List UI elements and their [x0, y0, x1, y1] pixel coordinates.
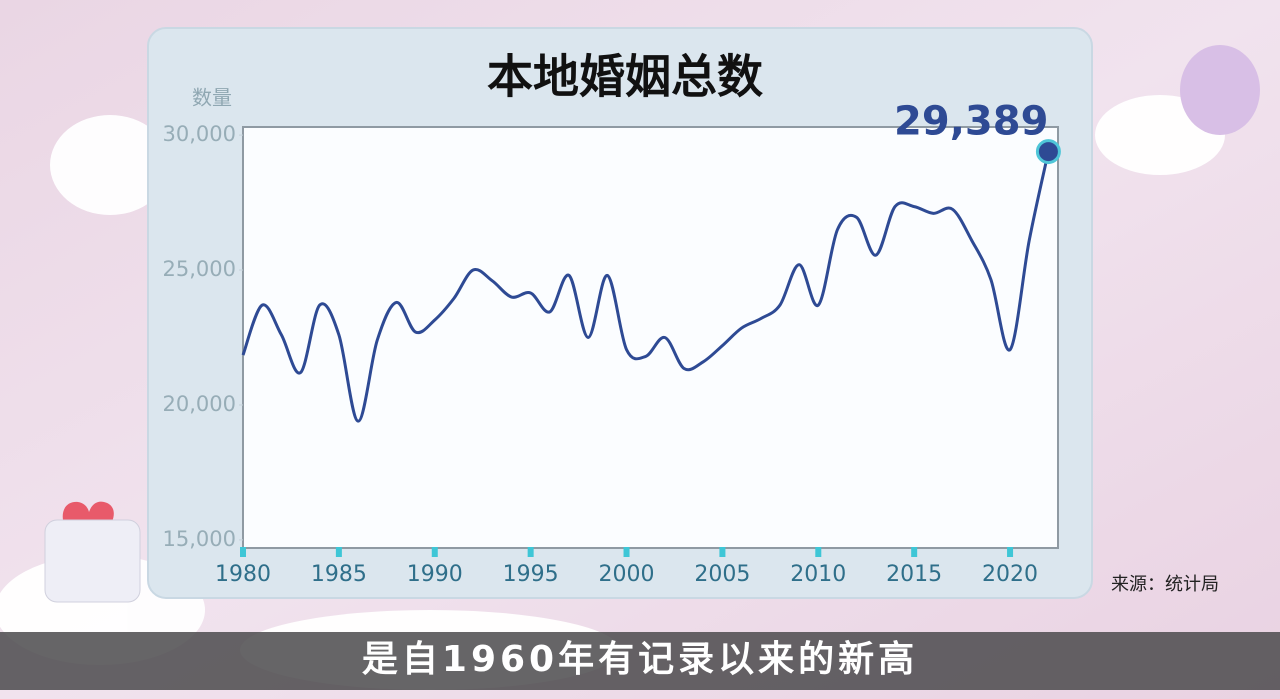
highlight-point [1035, 139, 1061, 165]
decoration-lock [1180, 45, 1260, 135]
x-tick [335, 547, 342, 557]
caption-bar [0, 632, 1280, 690]
x-tick-label: 1985 [311, 562, 367, 587]
x-tick [527, 547, 534, 557]
y-tick-label: 20,000 [163, 392, 236, 416]
value-label: 29,389 [894, 99, 1048, 145]
x-tick [240, 547, 246, 557]
x-tick [623, 547, 630, 557]
x-tick-label: 2000 [599, 562, 655, 587]
x-tick-label: 2010 [790, 562, 846, 587]
plot: 15,000 20,000 25,000 30,000 1980 1985 1990 1995… [163, 99, 1061, 587]
caption: 是自1960年有记录以来的新高 [362, 639, 918, 680]
x-tick-label: 2005 [694, 562, 750, 587]
chart-title: 本地婚姻总数 [487, 50, 763, 104]
x-tick-label: 1980 [215, 562, 271, 587]
x-tick [431, 547, 438, 557]
y-tick-label: 25,000 [163, 257, 236, 281]
decoration-envelope [44, 519, 141, 603]
y-axis-label: 数量 [192, 86, 232, 110]
x-tick [1007, 547, 1014, 557]
x-tick-label: 2020 [982, 562, 1038, 587]
x-tick [815, 547, 822, 557]
y-tick-label: 30,000 [163, 122, 236, 146]
data-line [241, 151, 1050, 423]
y-tick-label: 15,000 [163, 527, 236, 551]
x-tick-label: 2015 [886, 562, 942, 587]
x-tick [719, 547, 726, 557]
x-tick [911, 547, 918, 557]
x-tick-label: 1995 [503, 562, 559, 587]
source-note: 来源：统计局 [1111, 574, 1219, 595]
x-tick-label: 1990 [407, 562, 463, 587]
plot-area [242, 126, 1059, 549]
